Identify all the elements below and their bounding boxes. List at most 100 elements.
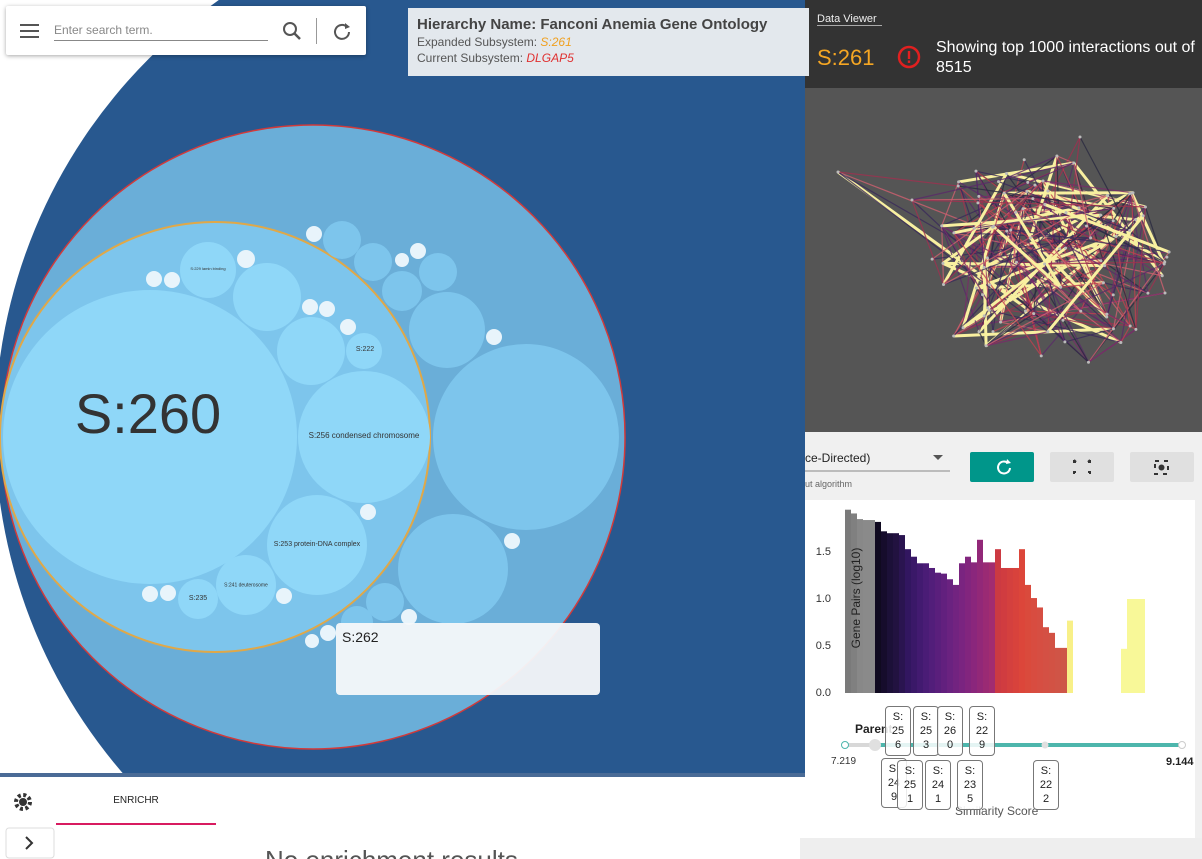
gene-circle[interactable] xyxy=(360,504,376,520)
edge xyxy=(953,212,1067,337)
center-icon xyxy=(1154,460,1169,475)
bar xyxy=(965,556,971,693)
gene-circle[interactable] xyxy=(486,329,502,345)
subsystem-circle[interactable] xyxy=(216,555,276,615)
node xyxy=(974,169,978,173)
node xyxy=(1160,274,1164,278)
search-input[interactable]: Enter search term. xyxy=(54,23,268,41)
gene-circle[interactable] xyxy=(319,301,335,317)
subsystem-circle[interactable] xyxy=(323,221,361,259)
node xyxy=(1106,194,1110,198)
bar xyxy=(863,520,869,693)
reload-icon[interactable] xyxy=(332,21,352,41)
edge xyxy=(911,199,945,285)
gene-circle[interactable] xyxy=(320,625,336,641)
gene-circle[interactable] xyxy=(142,586,158,602)
subsystem-circle[interactable] xyxy=(409,292,485,368)
subsystem-circle[interactable] xyxy=(233,263,301,331)
subsystem-circle[interactable] xyxy=(298,371,430,503)
node xyxy=(1112,206,1116,210)
gene-circle[interactable] xyxy=(504,533,520,549)
node xyxy=(1114,234,1118,238)
edge xyxy=(1042,180,1131,327)
y-tick-label: 1.0 xyxy=(816,593,831,605)
bar xyxy=(947,579,953,693)
gene-circle[interactable] xyxy=(237,250,255,268)
node xyxy=(997,180,1001,184)
gene-circle[interactable] xyxy=(401,609,417,625)
fit-button[interactable] xyxy=(1050,452,1114,482)
search-bar: Enter search term. xyxy=(6,6,366,55)
edge xyxy=(1112,192,1133,222)
subsystem-circle[interactable] xyxy=(178,579,218,619)
current-value: DLGAP5 xyxy=(526,51,574,65)
edge xyxy=(1015,262,1035,314)
gene-circle[interactable] xyxy=(146,271,162,287)
bar xyxy=(923,563,929,693)
subsystem-circle[interactable] xyxy=(277,317,345,385)
node xyxy=(1085,224,1089,228)
edge xyxy=(1120,325,1131,343)
marker[interactable]: S:253 xyxy=(913,706,939,756)
marker[interactable]: S:251 xyxy=(897,760,923,810)
node xyxy=(1099,213,1103,217)
subsystem-circle[interactable] xyxy=(346,333,382,369)
marker[interactable]: S:229 xyxy=(969,706,995,756)
menu-icon[interactable] xyxy=(20,23,40,39)
subsystem-circle[interactable] xyxy=(354,243,392,281)
gene-circle[interactable] xyxy=(410,243,426,259)
node xyxy=(1009,228,1013,232)
subsystem-circle[interactable] xyxy=(366,583,404,621)
subsystem-circle[interactable] xyxy=(3,290,297,584)
bar xyxy=(1025,584,1031,693)
circle-label: S:256 condensed chromosome xyxy=(309,431,420,440)
y-tick-label: 0.0 xyxy=(816,687,831,699)
bar xyxy=(1061,647,1067,693)
settings-icon[interactable] xyxy=(14,793,32,811)
edge xyxy=(998,155,1058,183)
subsystem-circle[interactable] xyxy=(180,242,236,298)
expand-button[interactable] xyxy=(5,827,55,859)
gene-circle[interactable] xyxy=(164,272,180,288)
subsystem-circle[interactable] xyxy=(398,514,508,624)
edge xyxy=(1100,215,1137,330)
layout-select[interactable]: ce-Directed) xyxy=(805,451,871,465)
subsystem-circle[interactable] xyxy=(267,495,367,595)
edge xyxy=(1079,136,1131,231)
node xyxy=(1128,324,1132,328)
node xyxy=(1162,262,1166,266)
edge xyxy=(962,228,975,328)
marker[interactable]: S:256 xyxy=(885,706,911,756)
node xyxy=(1131,191,1135,195)
subsystem-circle[interactable] xyxy=(419,253,457,291)
slider-max: 9.144 xyxy=(1166,756,1194,768)
gene-circle[interactable] xyxy=(305,634,319,648)
slider-dot xyxy=(1041,741,1049,749)
tab[interactable]: ENRICHR xyxy=(113,795,159,806)
gene-circle[interactable] xyxy=(160,585,176,601)
marker[interactable]: S:235 xyxy=(957,760,983,810)
node xyxy=(1043,262,1047,266)
node xyxy=(1031,197,1035,201)
subsystem-circle[interactable] xyxy=(433,344,619,530)
gene-circle[interactable] xyxy=(395,253,409,267)
search-icon[interactable] xyxy=(282,21,302,41)
gene-circle[interactable] xyxy=(276,588,292,604)
marker[interactable]: S:241 xyxy=(925,760,951,810)
gene-circle[interactable] xyxy=(306,226,322,242)
node xyxy=(1101,281,1105,285)
tooltip: S:262 xyxy=(336,623,600,695)
subsystem-circle[interactable] xyxy=(382,271,422,311)
edge xyxy=(1015,203,1045,213)
marker[interactable]: S:260 xyxy=(937,706,963,756)
refresh-button[interactable] xyxy=(970,452,1034,482)
slider-handle[interactable] xyxy=(869,739,881,751)
node xyxy=(1046,189,1050,193)
node xyxy=(1064,211,1068,215)
marker[interactable]: S:222 xyxy=(1033,760,1059,810)
circle-label: S:222 xyxy=(356,346,374,353)
gene-circle[interactable] xyxy=(340,319,356,335)
gene-circle[interactable] xyxy=(302,299,318,315)
select-arrow[interactable] xyxy=(933,455,943,460)
node xyxy=(1005,171,1009,175)
